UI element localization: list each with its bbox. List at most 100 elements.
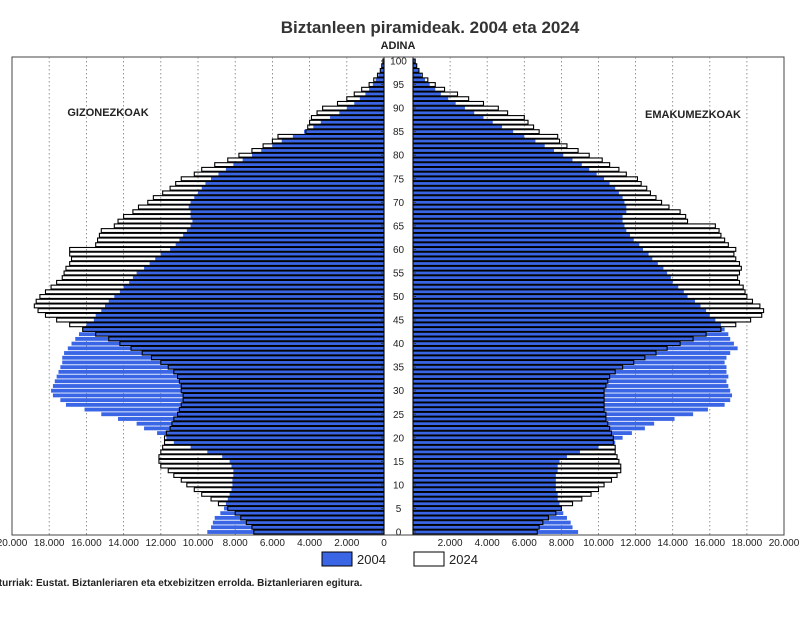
bar-2024-women-age-69 xyxy=(412,204,670,210)
bar-2024-men-age-12 xyxy=(173,472,385,478)
bar-2004-women-age-23 xyxy=(413,421,655,426)
bar-2004-women-age-55 xyxy=(413,271,668,275)
bar-2004-men-age-91 xyxy=(354,101,384,106)
bar-2004-women-age-38 xyxy=(413,351,731,355)
bar-2004-women-age-95 xyxy=(413,82,430,87)
bar-2024-men-age-88 xyxy=(310,115,385,121)
bar-2004-men-age-13 xyxy=(233,468,384,473)
bar-2024-women-age-4 xyxy=(412,510,557,516)
bar-2024-men-age-41 xyxy=(108,336,385,342)
bar-2024-women-age-37 xyxy=(412,355,646,361)
bar-2024-men-age-14 xyxy=(160,463,385,469)
x-tick-1: 18.000 xyxy=(34,538,65,549)
bar-2024-men-age-98 xyxy=(379,67,385,73)
bar-2024-women-age-84 xyxy=(412,133,559,139)
bar-2024-men-age-78 xyxy=(214,162,385,168)
bar-2024-women-age-86 xyxy=(412,124,535,130)
bar-2024-women-age-66 xyxy=(412,218,689,224)
bar-2024-women-age-98 xyxy=(412,67,420,73)
bar-2024-men-age-99 xyxy=(381,63,385,69)
bar-2004-women-age-46 xyxy=(413,313,710,318)
bar-2004-men-age-68 xyxy=(190,209,384,214)
bar-2024-men-age-62 xyxy=(97,237,385,243)
bar-2024-women-age-93 xyxy=(412,91,459,97)
bar-2024-men-age-69 xyxy=(137,204,385,210)
bar-2004-men-age-46 xyxy=(95,313,384,318)
bar-2004-men-age-84 xyxy=(292,134,384,139)
age-tick-20: 20 xyxy=(393,433,405,444)
bar-2004-men-age-71 xyxy=(194,195,384,200)
bar-2004-women-age-89 xyxy=(413,110,475,115)
bar-2004-women-age-17 xyxy=(413,449,580,454)
bar-2004-men-age-72 xyxy=(198,190,384,195)
age-tick-65: 65 xyxy=(393,221,405,232)
bar-2004-women-age-12 xyxy=(413,473,556,478)
bar-2024-women-age-51 xyxy=(412,289,746,295)
bar-2024-men-age-68 xyxy=(132,209,385,215)
bar-2004-men-age-19 xyxy=(173,440,384,445)
bar-2004-men-age-82 xyxy=(272,143,384,148)
bar-2004-men-age-65 xyxy=(190,223,384,228)
bar-2024-women-age-16 xyxy=(412,454,618,460)
bar-2004-men-age-58 xyxy=(155,256,384,261)
bar-2004-women-age-32 xyxy=(413,379,727,384)
bar-2024-men-age-61 xyxy=(95,242,385,248)
bar-2024-women-age-67 xyxy=(412,213,687,219)
plot-area xyxy=(11,56,785,536)
bar-2024-men-age-93 xyxy=(353,91,385,97)
x-tick-6: 8.000 xyxy=(223,538,248,549)
women-label: EMAKUMEZKOAK xyxy=(645,109,741,121)
bar-2004-men-age-28 xyxy=(60,398,385,403)
bar-2004-men-age-60 xyxy=(170,247,384,252)
bar-2004-women-age-80 xyxy=(413,153,564,158)
bar-2024-women-age-8 xyxy=(412,491,592,497)
bar-2024-women-age-17 xyxy=(412,449,616,455)
age-tick-40: 40 xyxy=(393,339,405,350)
bar-2024-men-age-97 xyxy=(376,72,385,78)
bar-2024-women-age-94 xyxy=(412,86,446,92)
bar-2024-women-age-11 xyxy=(412,477,613,483)
bar-2024-men-age-58 xyxy=(70,256,385,262)
bar-2024-women-age-32 xyxy=(412,378,609,384)
bar-2024-women-age-97 xyxy=(412,72,423,78)
bar-2004-men-age-31 xyxy=(52,384,385,388)
bar-2004-men-age-94 xyxy=(369,87,384,92)
bar-2024-men-age-13 xyxy=(167,468,385,474)
bar-2024-men-age-22 xyxy=(169,425,385,431)
bar-2004-women-age-65 xyxy=(413,223,625,228)
bar-2024-men-age-81 xyxy=(251,148,385,153)
bar-2024-women-age-77 xyxy=(412,166,620,172)
bar-2004-women-age-70 xyxy=(413,200,625,205)
bar-2024-men-age-23 xyxy=(171,421,385,427)
bar-2004-men-age-3 xyxy=(214,515,384,520)
bar-2004-men-age-69 xyxy=(188,205,384,209)
bar-2004-women-age-47 xyxy=(413,308,707,313)
bar-2004-women-age-67 xyxy=(413,214,623,219)
x-tick-7: 6.000 xyxy=(260,538,285,549)
bar-2024-men-age-31 xyxy=(180,383,385,389)
bar-2004-women-age-61 xyxy=(413,242,640,247)
bar-2004-men-age-27 xyxy=(65,402,384,407)
age-tick-0: 0 xyxy=(396,528,402,539)
bar-2004-women-age-68 xyxy=(413,209,627,214)
bar-2004-men-age-6 xyxy=(225,501,384,506)
bar-2004-women-age-22 xyxy=(413,426,645,431)
bar-2004-men-age-62 xyxy=(179,238,384,242)
bar-2024-men-age-92 xyxy=(346,96,385,102)
bar-2024-men-age-87 xyxy=(309,119,385,125)
bar-2004-men-age-57 xyxy=(149,261,384,266)
bar-2024-men-age-47 xyxy=(37,308,385,314)
bar-2024-men-age-94 xyxy=(361,86,385,92)
bar-2024-men-age-26 xyxy=(178,407,385,413)
bar-2004-women-age-96 xyxy=(413,77,426,82)
bar-2024-women-age-14 xyxy=(412,463,622,469)
bar-2004-women-age-1 xyxy=(413,525,573,530)
bar-2024-women-age-44 xyxy=(412,322,737,328)
bar-2004-women-age-31 xyxy=(413,384,729,388)
bar-2004-men-age-22 xyxy=(144,426,384,431)
bar-2004-women-age-84 xyxy=(413,134,525,139)
bar-2004-women-age-42 xyxy=(413,332,729,337)
bar-2024-women-age-89 xyxy=(412,110,509,116)
bar-2004-men-age-44 xyxy=(86,322,385,327)
bar-2004-women-age-97 xyxy=(413,73,422,78)
